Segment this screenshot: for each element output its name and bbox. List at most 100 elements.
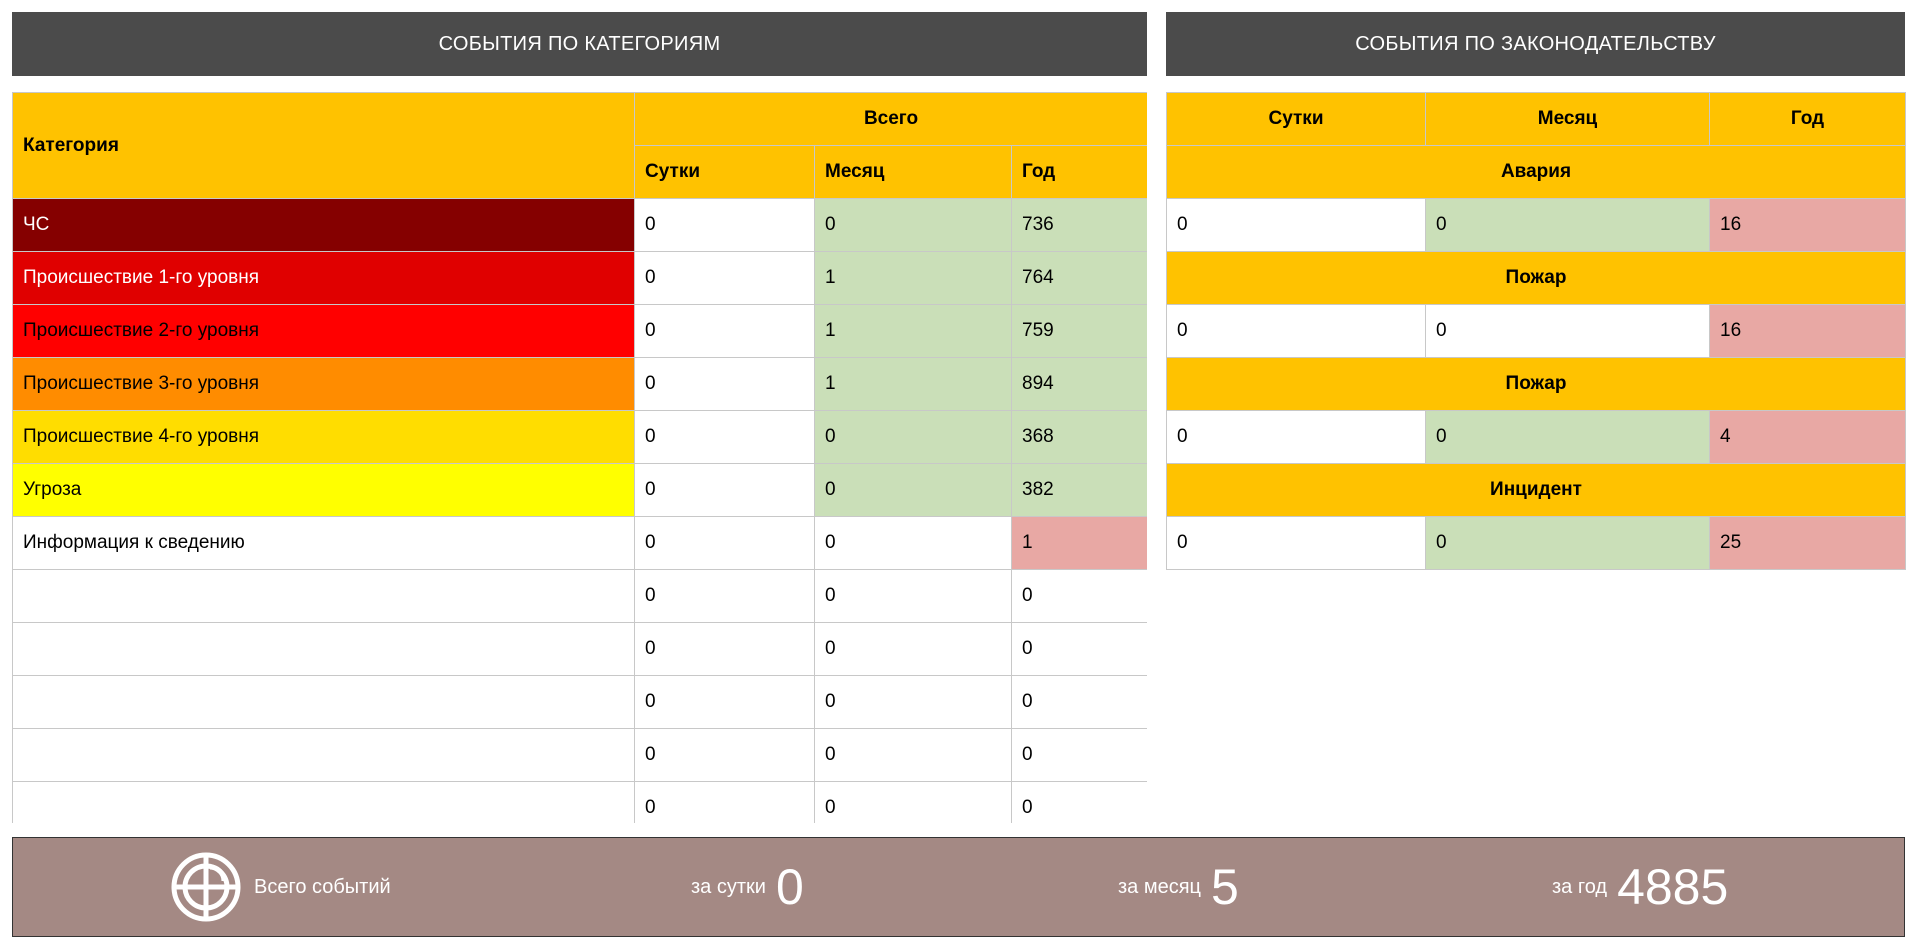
year-count-cell: 382 xyxy=(1010,463,1147,517)
month-count-cell: 1 xyxy=(814,251,1012,305)
category-cell xyxy=(12,781,635,823)
year-count-cell: 0 xyxy=(1010,569,1147,623)
table-row[interactable]: Происшествие 3-го уровня 0 1 894 xyxy=(12,357,1147,411)
year-count-cell: 4 xyxy=(1709,410,1906,464)
table-row[interactable]: 0 0 16 xyxy=(1166,198,1906,252)
table-row[interactable]: Угроза 0 0 382 xyxy=(12,463,1147,517)
month-count-cell: 0 xyxy=(1425,410,1710,464)
category-cell: Происшествие 2-го уровня xyxy=(12,304,635,358)
category-cell: Происшествие 1-го уровня xyxy=(12,251,635,305)
column-header-month[interactable]: Месяц xyxy=(1425,92,1710,146)
day-count-cell: 0 xyxy=(634,728,815,782)
day-count-cell: 0 xyxy=(634,569,815,623)
table-row[interactable]: Информация к сведению 0 0 1 xyxy=(12,516,1147,570)
year-total-value: 4885 xyxy=(1617,859,1729,915)
month-count-cell: 0 xyxy=(814,675,1012,729)
day-count-cell: 0 xyxy=(634,251,815,305)
day-count-cell: 0 xyxy=(1166,304,1426,358)
table-row[interactable]: 0 0 0 xyxy=(12,781,1147,823)
year-count-cell: 736 xyxy=(1010,198,1147,252)
categories-panel-header: СОБЫТИЯ ПО КАТЕГОРИЯМ xyxy=(12,12,1147,76)
month-count-cell: 0 xyxy=(814,463,1012,517)
day-count-cell: 0 xyxy=(634,198,815,252)
column-header-day[interactable]: Сутки xyxy=(634,145,815,199)
month-count-cell: 0 xyxy=(1425,516,1710,570)
category-cell xyxy=(12,622,635,676)
month-count-cell: 1 xyxy=(814,304,1012,358)
day-total-value: 0 xyxy=(775,859,804,915)
month-count-cell: 0 xyxy=(1425,198,1710,252)
month-total-label: за месяц xyxy=(1118,875,1202,898)
crosshair-logo-icon xyxy=(171,852,241,922)
day-count-cell: 0 xyxy=(1166,410,1426,464)
year-count-cell: 1 xyxy=(1010,516,1147,570)
year-count-cell: 0 xyxy=(1010,728,1147,782)
month-count-cell: 0 xyxy=(814,198,1012,252)
day-count-cell: 0 xyxy=(1166,198,1426,252)
section-title: Пожар xyxy=(1166,251,1906,305)
month-count-cell: 0 xyxy=(814,516,1012,570)
section-title: Пожар xyxy=(1166,357,1906,411)
month-count-cell: 0 xyxy=(814,728,1012,782)
day-count-cell: 0 xyxy=(634,622,815,676)
table-row[interactable]: 0 0 0 xyxy=(12,569,1147,623)
year-count-cell: 25 xyxy=(1709,516,1906,570)
month-count-cell: 0 xyxy=(1425,304,1710,358)
year-count-cell: 0 xyxy=(1010,781,1147,823)
table-row[interactable]: ЧС 0 0 736 xyxy=(12,198,1147,252)
month-count-cell: 1 xyxy=(814,357,1012,411)
table-row[interactable]: 0 0 16 xyxy=(1166,304,1906,358)
column-header-category[interactable]: Категория xyxy=(12,92,635,199)
year-count-cell: 16 xyxy=(1709,304,1906,358)
day-count-cell: 0 xyxy=(634,304,815,358)
year-count-cell: 16 xyxy=(1709,198,1906,252)
column-header-month[interactable]: Месяц xyxy=(814,145,1012,199)
table-row[interactable]: 0 0 4 xyxy=(1166,410,1906,464)
year-total-label: за год xyxy=(1552,875,1608,898)
year-count-cell: 368 xyxy=(1010,410,1147,464)
table-row[interactable]: Происшествие 2-го уровня 0 1 759 xyxy=(12,304,1147,358)
table-row[interactable]: Происшествие 4-го уровня 0 0 368 xyxy=(12,410,1147,464)
category-cell: ЧС xyxy=(12,198,635,252)
month-count-cell: 0 xyxy=(814,622,1012,676)
day-count-cell: 0 xyxy=(634,781,815,823)
year-count-cell: 0 xyxy=(1010,622,1147,676)
column-header-year[interactable]: Год xyxy=(1010,145,1147,199)
month-count-cell: 0 xyxy=(814,781,1012,823)
year-count-cell: 0 xyxy=(1010,675,1147,729)
table-row[interactable]: 0 0 25 xyxy=(1166,516,1906,570)
day-count-cell: 0 xyxy=(634,675,815,729)
category-cell: Информация к сведению xyxy=(12,516,635,570)
day-total-label: за сутки xyxy=(691,875,766,898)
table-row[interactable]: 0 0 0 xyxy=(12,675,1147,729)
section-title: Инцидент xyxy=(1166,463,1906,517)
category-cell: Угроза xyxy=(12,463,635,517)
category-cell xyxy=(12,728,635,782)
categories-table-scroll[interactable]: Категория Всего Сутки Месяц Год ЧС 0 0 7… xyxy=(12,92,1147,823)
categories-panel-title: СОБЫТИЯ ПО КАТЕГОРИЯМ xyxy=(438,32,721,55)
table-row[interactable]: 0 0 0 xyxy=(12,622,1147,676)
category-cell xyxy=(12,675,635,729)
day-count-cell: 0 xyxy=(1166,516,1426,570)
day-count-cell: 0 xyxy=(634,357,815,411)
category-cell xyxy=(12,569,635,623)
column-group-total: Всего xyxy=(633,92,1147,146)
month-total-block: за месяц 5 xyxy=(1118,858,1239,916)
legislation-panel-header: СОБЫТИЯ ПО ЗАКОНОДАТЕЛЬСТВУ xyxy=(1166,12,1905,76)
month-count-cell: 0 xyxy=(814,410,1012,464)
total-events-block: Всего событий xyxy=(170,851,391,923)
year-count-cell: 759 xyxy=(1010,304,1147,358)
year-count-cell: 764 xyxy=(1010,251,1147,305)
day-total-block: за сутки 0 xyxy=(691,858,804,916)
column-header-year[interactable]: Год xyxy=(1709,92,1906,146)
column-header-day[interactable]: Сутки xyxy=(1166,92,1426,146)
table-row[interactable]: Происшествие 1-го уровня 0 1 764 xyxy=(12,251,1147,305)
year-count-cell: 894 xyxy=(1010,357,1147,411)
summary-footer: Всего событий за сутки 0 за месяц 5 за г… xyxy=(12,837,1905,937)
year-total-block: за год 4885 xyxy=(1552,858,1728,916)
month-count-cell: 0 xyxy=(814,569,1012,623)
day-count-cell: 0 xyxy=(634,516,815,570)
legislation-table: Сутки Месяц Год Авария 0 0 16 Пожар 0 0 … xyxy=(1166,92,1906,570)
table-row[interactable]: 0 0 0 xyxy=(12,728,1147,782)
day-count-cell: 0 xyxy=(634,410,815,464)
